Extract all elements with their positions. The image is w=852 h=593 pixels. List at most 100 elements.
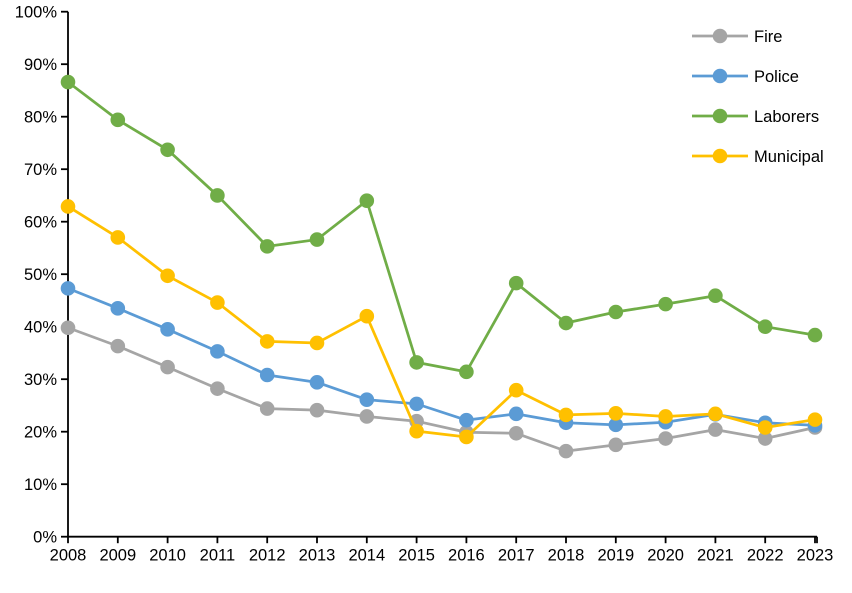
series-police-point-2008: [60, 281, 76, 296]
series-laborers-point-2008: [60, 74, 76, 90]
series-laborers-point-2019: [608, 304, 624, 320]
series-fire-point-2021: [708, 422, 723, 437]
x-axis-tick-label: 2021: [697, 547, 734, 565]
series-police-line: [66, 287, 817, 427]
x-axis-tick-label: 2022: [747, 547, 784, 565]
series-municipal-point-2011: [210, 295, 225, 310]
series-municipal-point-2016: [459, 429, 474, 445]
y-axis-tick-label: 100%: [15, 3, 58, 21]
series-fire-point-2010: [160, 359, 175, 375]
legend-item-municipal: Municipal: [692, 148, 824, 166]
series-laborers-point-2021: [708, 288, 723, 304]
x-axis-tick-label: 2011: [200, 547, 235, 565]
series-police-point-2015: [409, 396, 424, 412]
y-axis-tick-label: 70%: [24, 161, 57, 179]
series-fire-point-2008: [60, 320, 76, 336]
x-axis-tick-label: 2010: [149, 547, 186, 565]
series-laborers-point-2017: [508, 275, 524, 291]
series-police-point-2009: [110, 301, 126, 316]
series-police-point-2014: [359, 392, 375, 407]
series-fire-point-2014: [359, 409, 375, 424]
series-municipal-point-2014: [359, 308, 375, 324]
y-axis-tick-label: 20%: [24, 423, 57, 441]
series-municipal-point-2010: [160, 268, 175, 284]
series-laborers-point-2011: [210, 188, 225, 203]
series-municipal-point-2017: [508, 382, 524, 398]
legend-item-laborers: Laborers: [692, 108, 819, 126]
series-laborers: [60, 74, 823, 380]
series-laborers-point-2009: [110, 112, 126, 128]
legend-marker-fire: [712, 28, 728, 44]
series-police-point-2013: [309, 375, 325, 390]
series-municipal-point-2018: [558, 407, 574, 423]
series-fire-point-2011: [210, 381, 225, 396]
series-municipal-line: [66, 205, 817, 439]
series-laborers-point-2016: [459, 364, 474, 380]
y-axis-tick-label: 40%: [24, 318, 57, 336]
x-axis-tick-label: 2023: [797, 547, 834, 565]
legend-label-laborers: Laborers: [754, 108, 819, 126]
series-municipal-point-2021: [708, 406, 723, 422]
series-fire: [60, 320, 823, 459]
series-laborers-point-2023: [807, 327, 823, 343]
series-fire-point-2009: [110, 338, 126, 354]
series-municipal-point-2008: [60, 199, 76, 214]
series-laborers-point-2013: [309, 232, 325, 247]
series-fire-point-2017: [508, 425, 524, 441]
legend: Fire Police Laborers Municipal: [692, 28, 824, 166]
series-police-point-2010: [160, 322, 175, 337]
x-axis-tick-label: 2012: [249, 547, 286, 565]
series-municipal-point-2015: [409, 423, 424, 439]
series-municipal-point-2013: [309, 335, 325, 351]
legend-marker-police: [712, 68, 728, 84]
legend-marker-laborers: [712, 108, 728, 124]
legend-label-municipal: Municipal: [754, 148, 824, 166]
series-fire-point-2013: [309, 402, 325, 418]
legend-label-fire: Fire: [754, 28, 782, 46]
series-fire-point-2019: [608, 437, 624, 453]
series-laborers-line: [66, 80, 817, 374]
x-axis-tick-label: 2013: [299, 547, 336, 565]
series-laborers-point-2015: [409, 355, 424, 370]
y-axis-tick-label: 10%: [24, 476, 57, 494]
legend-marker-municipal: [712, 148, 728, 164]
series-municipal-point-2023: [807, 412, 823, 427]
x-axis-tick-label: 2009: [99, 547, 136, 565]
series-fire-point-2012: [259, 401, 275, 416]
series-municipal-point-2012: [259, 334, 275, 349]
series-laborers-point-2012: [259, 239, 275, 254]
x-axis-tick-label: 2016: [448, 547, 485, 565]
series-fire-line: [66, 326, 817, 453]
series-laborers-point-2010: [160, 142, 175, 158]
x-axis-tick-label: 2014: [348, 547, 385, 565]
series-municipal-point-2022: [757, 420, 773, 435]
series-police-point-2019: [608, 417, 624, 433]
series-municipal: [60, 199, 823, 445]
y-axis-tick-label: 80%: [24, 108, 57, 126]
x-axis-tick-label: 2019: [597, 547, 634, 565]
series-police-point-2017: [508, 406, 524, 422]
x-axis-tick-label: 2018: [548, 547, 585, 565]
series-fire-point-2020: [658, 431, 673, 446]
series-fire-point-2018: [558, 443, 574, 459]
series-police-point-2016: [459, 412, 474, 428]
y-axis-tick-label: 60%: [24, 213, 57, 231]
y-axis-tick-label: 90%: [24, 56, 57, 74]
y-axis-tick-label: 30%: [24, 371, 57, 389]
series-municipal-point-2019: [608, 406, 624, 421]
series-police-point-2012: [259, 367, 275, 383]
x-axis-tick-label: 2008: [50, 547, 87, 565]
legend-item-police: Police: [692, 68, 799, 86]
series-police-point-2011: [210, 344, 225, 359]
series-municipal-point-2020: [658, 409, 673, 424]
series-laborers-point-2022: [757, 319, 773, 335]
series-laborers-point-2018: [558, 315, 574, 331]
legend-item-fire: Fire: [692, 28, 782, 46]
x-axis-tick-label: 2020: [647, 547, 684, 565]
x-axis-tick-label: 2015: [398, 547, 435, 565]
axes: 0% 10% 20% 30% 40% 50% 60% 70% 80% 90% 100% 2008 200…: [15, 3, 834, 564]
y-axis-tick-label: 50%: [24, 266, 57, 284]
